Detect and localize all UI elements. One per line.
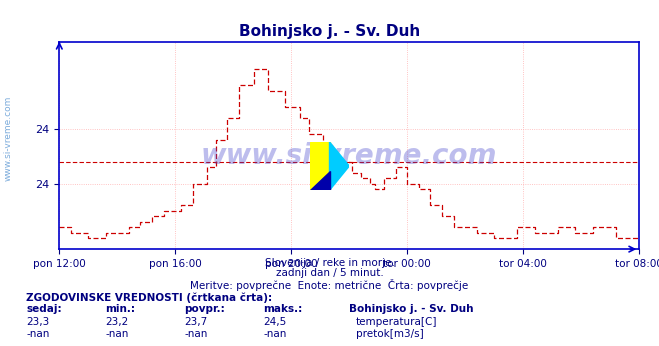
Text: www.si-vreme.com: www.si-vreme.com <box>201 142 498 170</box>
Polygon shape <box>310 171 330 190</box>
Text: sedaj:: sedaj: <box>26 304 62 315</box>
Text: maks.:: maks.: <box>264 304 303 315</box>
Text: zadnji dan / 5 minut.: zadnji dan / 5 minut. <box>275 268 384 278</box>
Text: Bohinjsko j. - Sv. Duh: Bohinjsko j. - Sv. Duh <box>349 304 474 315</box>
Text: -nan: -nan <box>264 329 287 339</box>
Text: Slovenija / reke in morje.: Slovenija / reke in morje. <box>264 258 395 268</box>
Polygon shape <box>310 142 330 190</box>
Text: Meritve: povprečne  Enote: metrične  Črta: povprečje: Meritve: povprečne Enote: metrične Črta:… <box>190 279 469 291</box>
Text: povpr.:: povpr.: <box>185 304 225 315</box>
Text: -nan: -nan <box>185 329 208 339</box>
Text: 23,3: 23,3 <box>26 317 49 327</box>
Text: min.:: min.: <box>105 304 136 315</box>
Text: -nan: -nan <box>105 329 129 339</box>
Text: 23,7: 23,7 <box>185 317 208 327</box>
Text: 24,5: 24,5 <box>264 317 287 327</box>
Text: 23,2: 23,2 <box>105 317 129 327</box>
Text: temperatura[C]: temperatura[C] <box>356 317 438 327</box>
Text: ZGODOVINSKE VREDNOSTI (črtkana črta):: ZGODOVINSKE VREDNOSTI (črtkana črta): <box>26 292 272 303</box>
Text: Bohinjsko j. - Sv. Duh: Bohinjsko j. - Sv. Duh <box>239 24 420 39</box>
Text: -nan: -nan <box>26 329 49 339</box>
Text: www.si-vreme.com: www.si-vreme.com <box>3 96 13 181</box>
Polygon shape <box>330 142 349 190</box>
Text: pretok[m3/s]: pretok[m3/s] <box>356 329 424 339</box>
